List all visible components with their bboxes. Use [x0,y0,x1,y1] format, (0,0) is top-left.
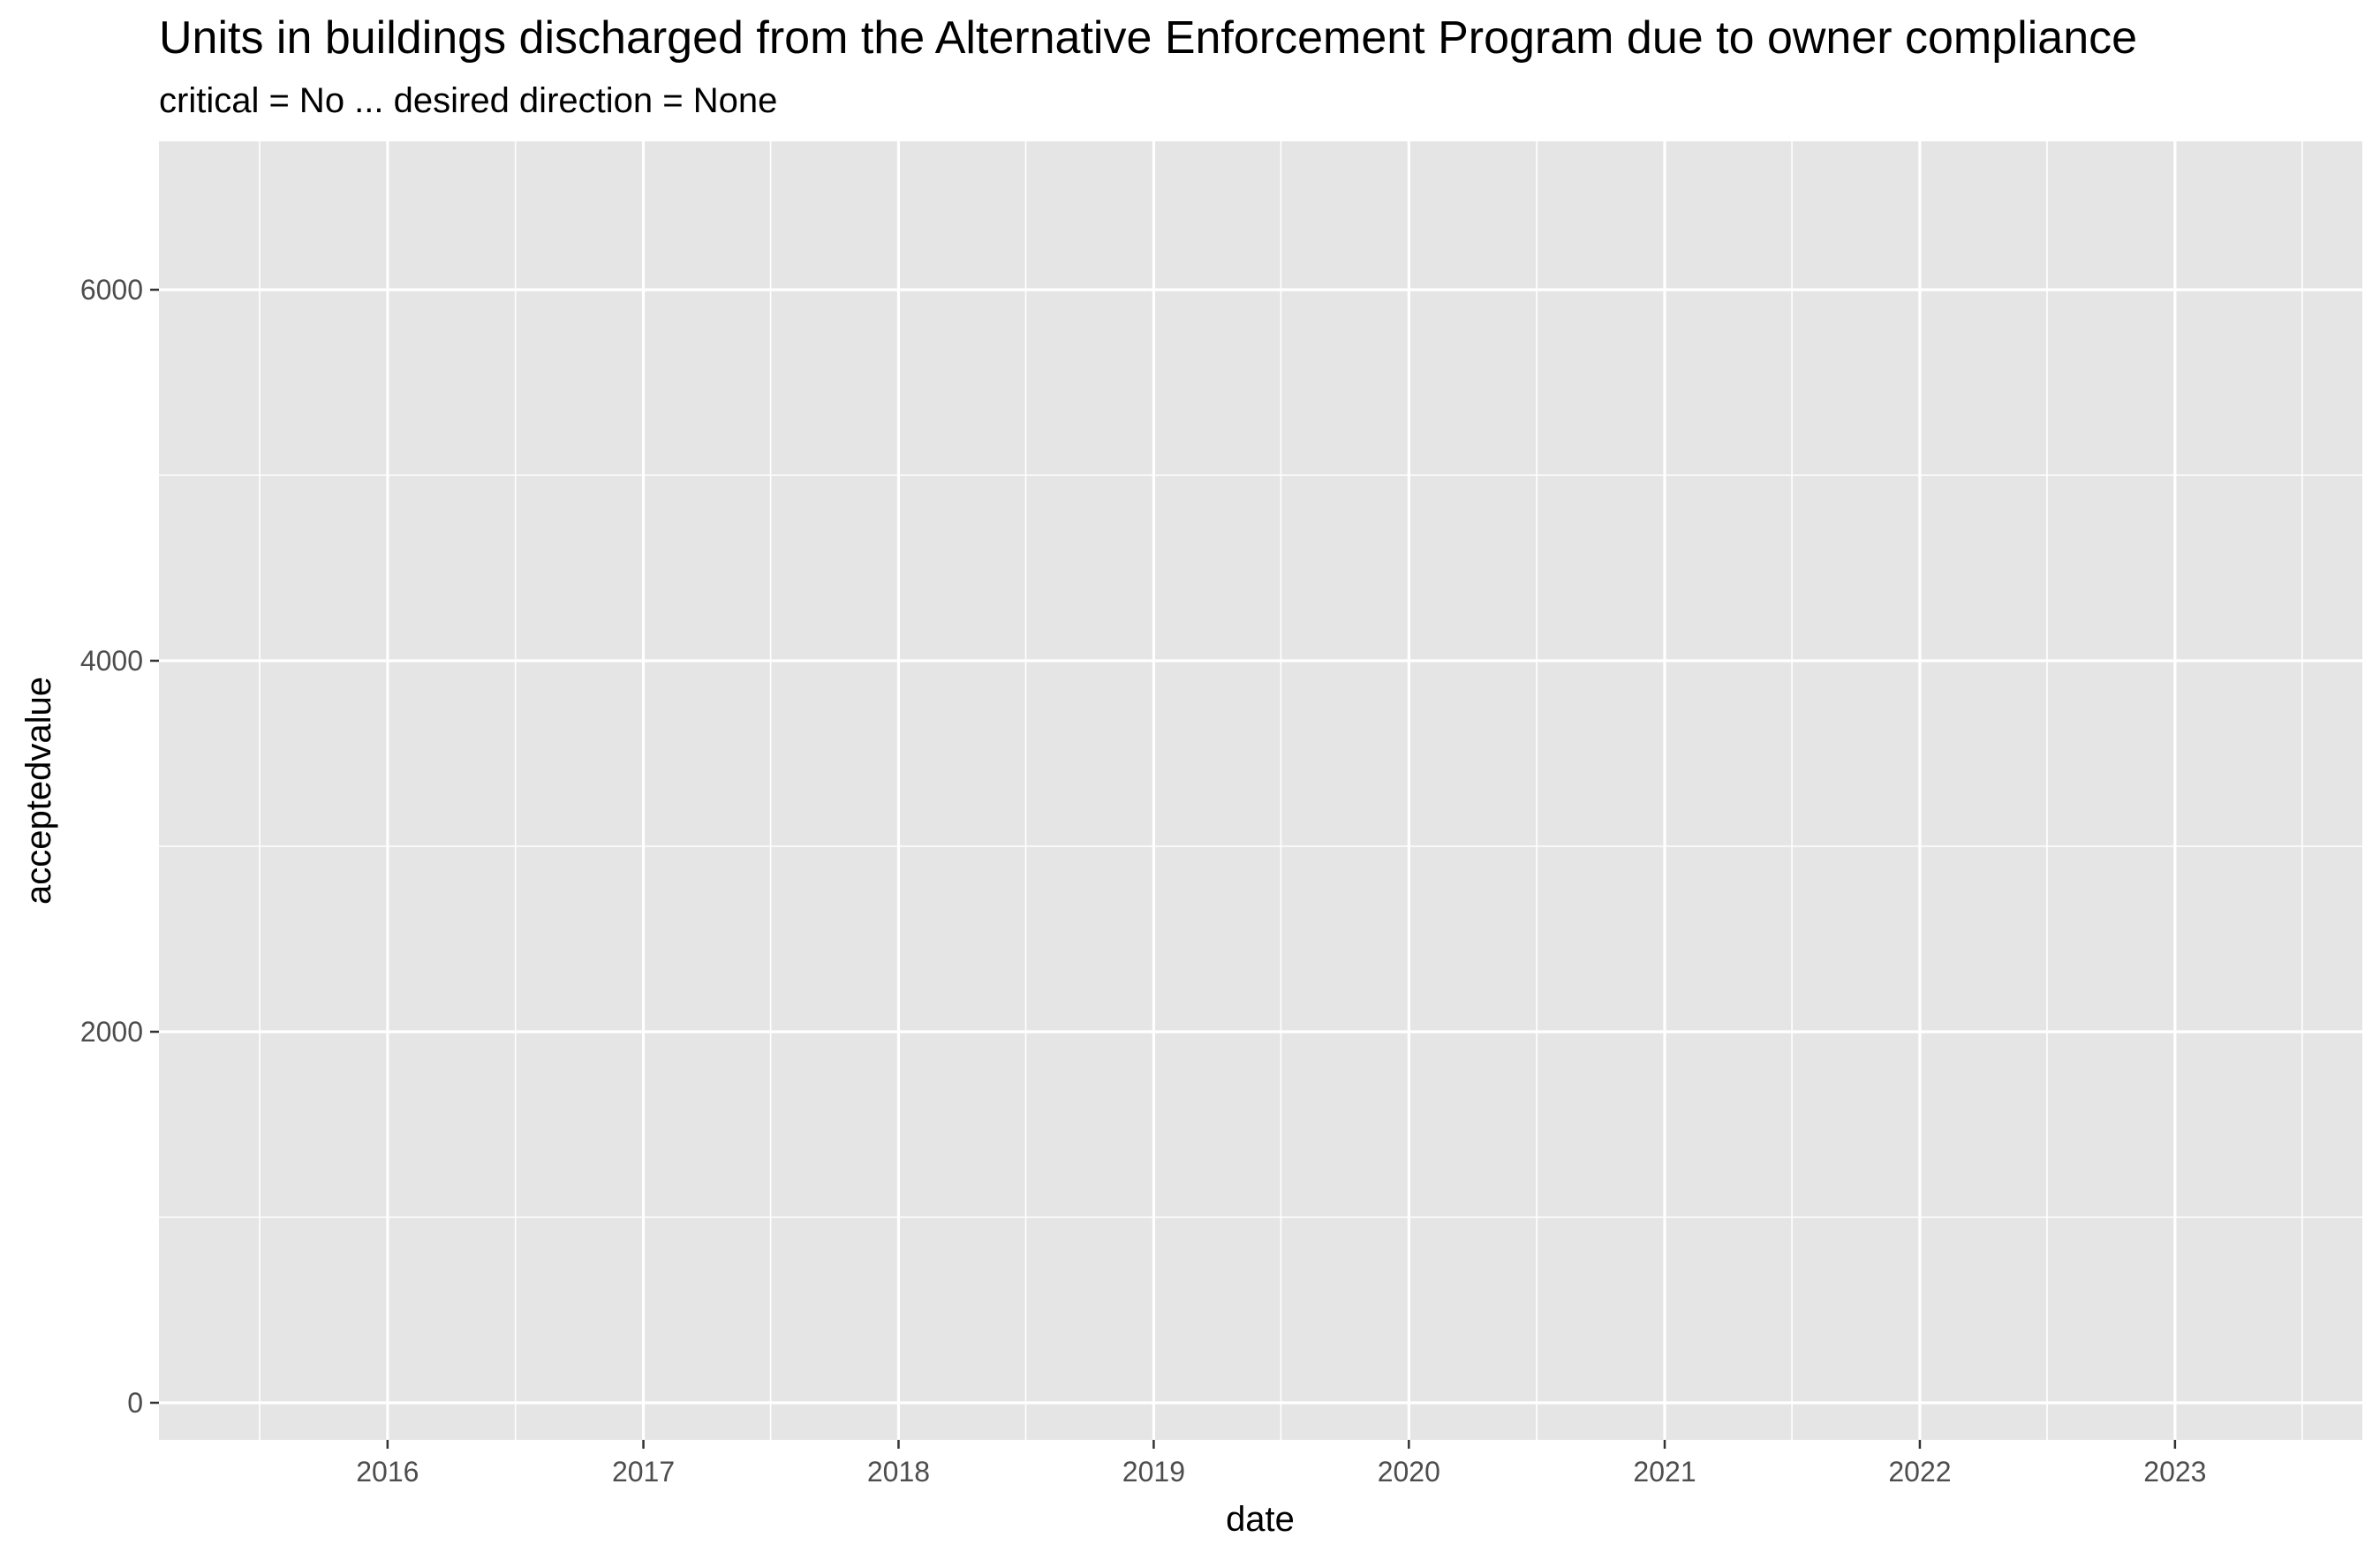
chart-title: Units in buildings discharged from the A… [159,12,2137,64]
x-axis-title: date [1226,1500,1295,1539]
x-tick-label: 2020 [1378,1456,1440,1488]
y-tick-label: 6000 [80,274,143,306]
y-tick-label: 4000 [80,645,143,677]
x-tick-label: 2018 [867,1456,930,1488]
x-tick-label: 2016 [356,1456,419,1488]
y-axis-title: acceptedvalue [19,677,58,905]
axis-layer: 0 2000 4000 6000 2016 2017 2018 2019 2020 2021 202… [80,274,2207,1488]
y-tick-label: 0 [127,1387,143,1419]
chart-subtitle: critical = No ... desired direction = No… [159,81,777,120]
x-tick-label: 2023 [2143,1456,2206,1488]
x-tick-label: 2019 [1122,1456,1185,1488]
x-tick-label: 2017 [612,1456,675,1488]
x-tick-label: 2021 [1633,1456,1696,1488]
grid-layer [159,141,2362,1440]
x-tick-label: 2022 [1888,1456,1951,1488]
y-tick-label: 2000 [80,1016,143,1048]
plot-panel [159,141,2362,1440]
